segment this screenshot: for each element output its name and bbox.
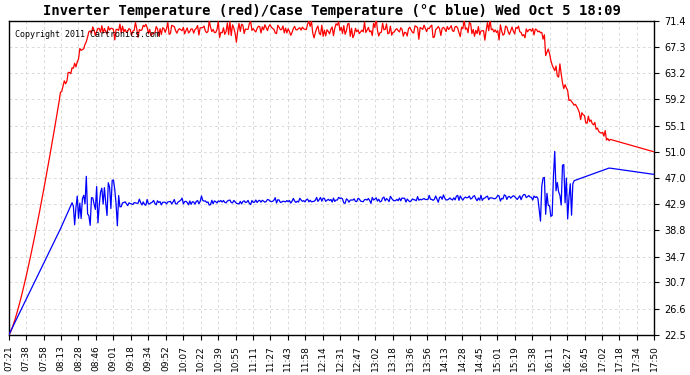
Text: Copyright 2011 Cartronics.com: Copyright 2011 Cartronics.com xyxy=(15,30,160,39)
Title: Inverter Temperature (red)/Case Temperature (°C blue) Wed Oct 5 18:09: Inverter Temperature (red)/Case Temperat… xyxy=(43,4,620,18)
